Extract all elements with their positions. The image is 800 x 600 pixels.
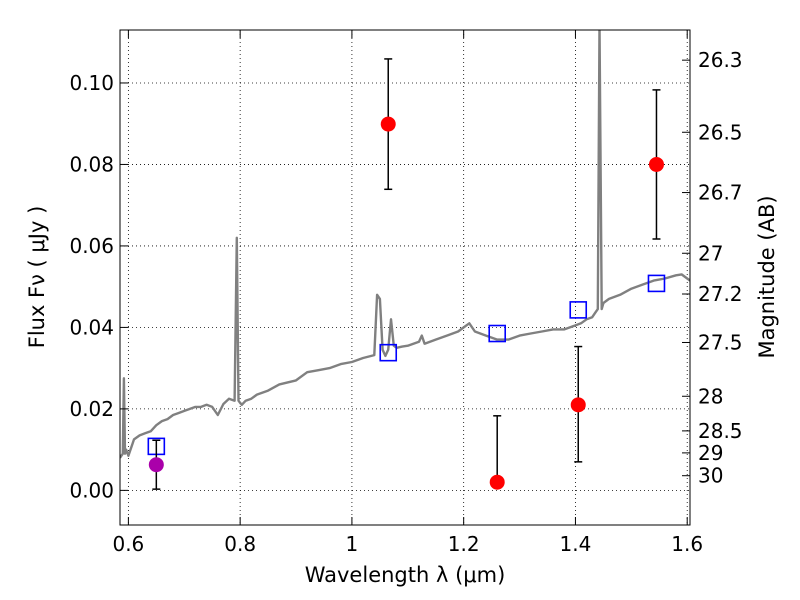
magnitude-tick-label: 27 — [698, 241, 723, 265]
model-photometry-square — [379, 343, 398, 362]
photometry-point — [489, 474, 505, 490]
model-photometry-square — [569, 301, 588, 319]
y-tick-label: 0.08 — [69, 152, 114, 176]
ticks-layer: 0.6 0.8 1 1.2 1.4 1.6 0.00 0.02 0.04 0.06 0.08 0.10… — [69, 30, 743, 556]
magnitude-tick-label: 29 — [698, 441, 723, 465]
y-tick-label: 0.04 — [69, 315, 114, 339]
x-tick-label: 1.2 — [448, 532, 480, 556]
x-tick-label: 1 — [346, 532, 359, 556]
y-axis-label-right: Magnitude (AB) — [755, 195, 779, 358]
photometry-point — [380, 116, 396, 132]
photometry-point — [648, 156, 664, 172]
y-tick-label: 0.10 — [69, 71, 114, 95]
y-tick-label: 0.00 — [69, 478, 114, 502]
magnitude-tick-label: 28 — [698, 384, 723, 408]
magnitude-tick-label: 26.7 — [698, 181, 743, 205]
points-layer — [147, 58, 666, 490]
photometry-point — [570, 397, 586, 413]
model-spectrum-line — [120, 30, 690, 459]
x-axis-label: Wavelength λ (μm) — [305, 563, 506, 587]
y-tick-label: 0.02 — [69, 397, 114, 421]
magnitude-tick-label: 27.2 — [698, 282, 743, 306]
model-photometry-square — [488, 324, 507, 343]
x-tick-label: 0.6 — [112, 532, 144, 556]
magnitude-tick-label: 28.5 — [698, 419, 743, 443]
magnitude-tick-label: 27.5 — [698, 330, 743, 354]
x-tick-label: 1.4 — [560, 532, 592, 556]
model-photometry-square — [647, 274, 666, 293]
spectrum-layer — [120, 30, 690, 459]
photometry-point — [148, 457, 164, 473]
grid-layer — [120, 30, 690, 525]
plot-frame — [119, 29, 691, 526]
x-tick-label: 1.6 — [671, 532, 703, 556]
magnitude-tick-label: 30 — [698, 464, 723, 488]
y-tick-label: 0.06 — [69, 234, 114, 258]
x-tick-label: 0.8 — [224, 532, 256, 556]
magnitude-tick-label: 26.5 — [698, 120, 743, 144]
y-axis-label: Flux Fν ( μJy ) — [25, 206, 49, 349]
magnitude-tick-label: 26.3 — [698, 48, 743, 72]
